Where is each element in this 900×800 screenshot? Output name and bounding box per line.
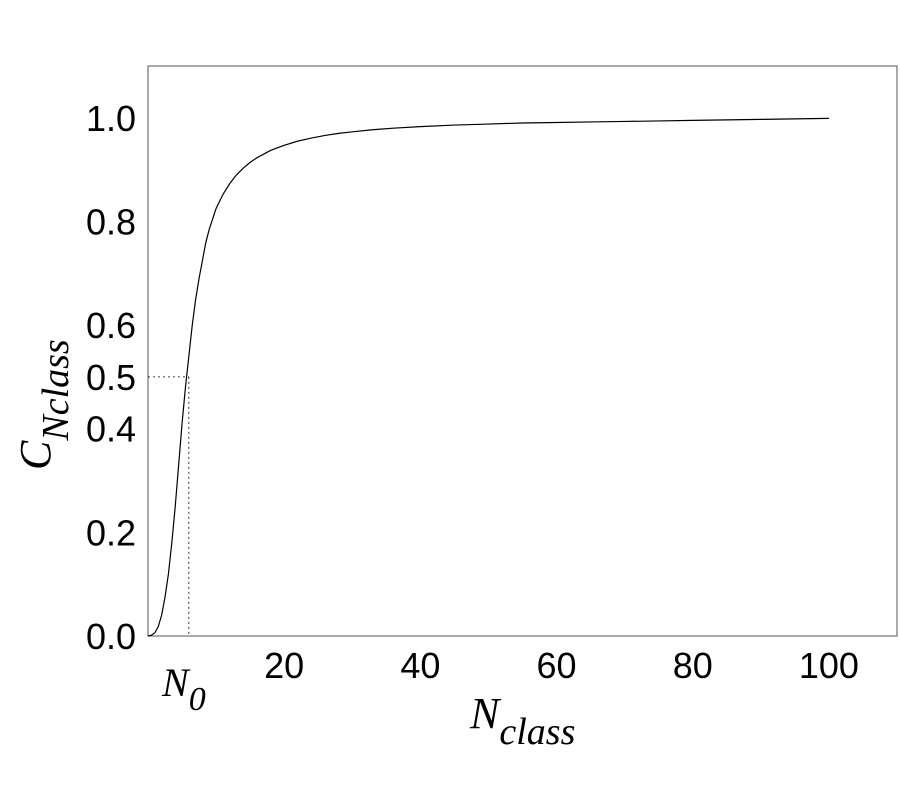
x-tick-label: 20 [264,645,304,686]
y-tick-label: 0.4 [86,409,136,450]
y-tick-label: 0.6 [86,305,136,346]
y-tick-labels: 0.0 0.2 0.4 0.5 0.6 0.8 1.0 [86,98,136,657]
y-tick-label: 0.5 [86,357,136,398]
annotation-n0-main: N [161,660,191,705]
x-tick-label: 100 [799,645,859,686]
y-axis-label-main: C [11,440,60,470]
x-tick-label: 60 [537,645,577,686]
y-axis-label-sub: Nclass [35,339,77,441]
y-tick-label: 0.8 [86,201,136,242]
annotation-n0-sub: 0 [189,681,206,718]
x-tick-label: 40 [400,645,440,686]
x-axis-label-sub: class [499,711,575,753]
series-line [147,117,829,637]
y-axis-label: CNclass [11,339,77,470]
x-axis-label-main: N [469,689,502,738]
y-tick-label: 0.0 [86,616,136,657]
reference-lines [148,376,190,636]
y-tick-label: 1.0 [86,98,136,139]
x-axis-label: Nclass [469,689,575,753]
y-tick-label: 0.2 [86,512,136,553]
x-tick-labels: 20 40 60 80 100 [264,645,859,686]
plot-frame [147,65,898,637]
annotation-n0-label: N0 [161,660,206,718]
x-tick-label: 80 [673,645,713,686]
